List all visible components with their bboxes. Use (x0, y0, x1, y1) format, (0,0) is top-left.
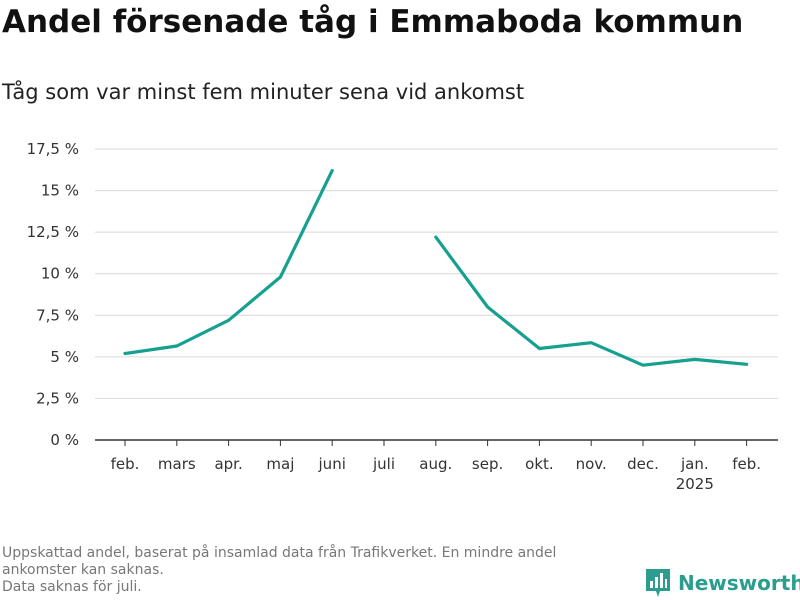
y-tick-label: 0 % (50, 431, 79, 449)
y-tick-label: 12,5 % (27, 223, 79, 241)
series-line (434, 235, 749, 367)
footnote-line-1: Uppskattad andel, baserat på insamlad da… (2, 545, 557, 578)
footnote: Uppskattad andel, baserat på insamlad da… (2, 545, 632, 596)
brand-name: Newsworthy (678, 571, 800, 595)
y-tick-label: 5 % (50, 348, 79, 366)
y-tick-label: 7,5 % (36, 306, 79, 324)
footnote-line-2: Data saknas för juli. (2, 579, 142, 595)
x-tick-label: okt. (525, 455, 554, 473)
axes: 0 % 2,5 % 5 % 7,5 % 10 % 12,5 % 15 % 17,5 % feb.… (27, 140, 778, 493)
x-tick-label: feb. (111, 455, 140, 473)
y-tick-label: 10 % (41, 265, 79, 283)
x-tick-label: jan. (680, 455, 709, 473)
x-tick-label: sep. (472, 455, 503, 473)
x-tick-label: apr. (214, 455, 242, 473)
x-tick-label: aug. (419, 455, 452, 473)
x-tick-label: maj (266, 455, 294, 473)
bar-chart-logo-icon (646, 569, 670, 597)
x-tick-label: feb. (732, 455, 761, 473)
series-line (123, 169, 334, 356)
x-tick-label: dec. (627, 455, 659, 473)
gridlines (95, 148, 778, 399)
y-tick-label: 2,5 % (36, 389, 79, 407)
chart-title: Andel försenade tåg i Emmaboda kommun (2, 4, 744, 40)
y-tick-label: 15 % (41, 182, 79, 200)
y-tick-label: 17,5 % (27, 140, 79, 158)
x-tick-label: juni (318, 455, 346, 473)
series-lines (123, 169, 749, 367)
chart-subtitle: Tåg som var minst fem minuter sena vid a… (2, 80, 525, 104)
brand-logo[interactable]: Newsworthy (645, 568, 800, 598)
x-tick-label: juli (372, 455, 395, 473)
x-tick-label: nov. (576, 455, 607, 473)
x-tick-label: mars (158, 455, 196, 473)
x-tick-sublabel: 2025 (676, 475, 714, 493)
